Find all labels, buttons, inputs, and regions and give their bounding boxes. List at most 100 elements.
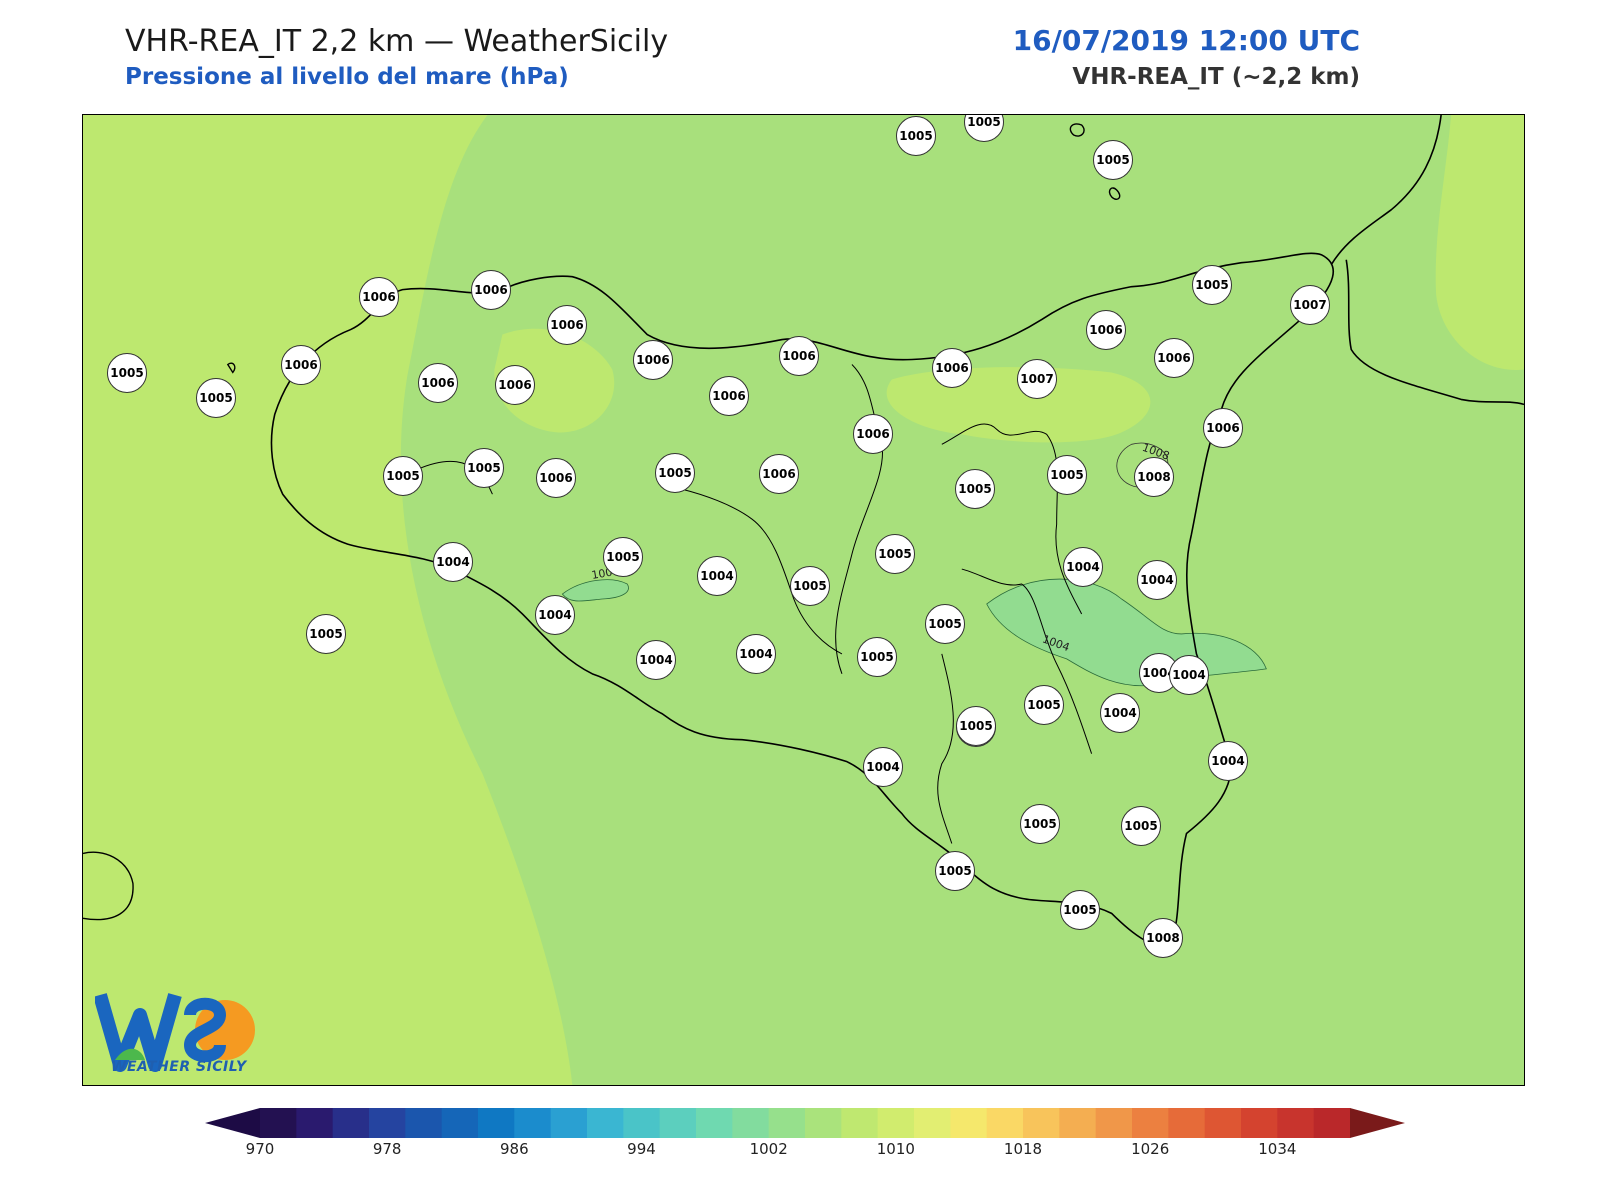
station-pressure-marker: 1006: [1203, 408, 1243, 448]
aegadian-island: [226, 362, 236, 374]
colorbar-tick-label: 1026: [1131, 1140, 1170, 1158]
colorbar-segment: [1132, 1108, 1169, 1138]
colorbar-segment: [1059, 1108, 1097, 1138]
colorbar-tick-label: 970: [245, 1140, 275, 1158]
station-pressure-marker: 1007: [1017, 359, 1057, 399]
station-pressure-marker: 1004: [1063, 547, 1103, 587]
pressure-region-low-west: [561, 579, 629, 602]
colorbar-segment: [405, 1108, 443, 1138]
colorbar-segment: [514, 1108, 552, 1138]
colorbar-segment: [1204, 1108, 1242, 1138]
station-pressure-marker: 1005: [1093, 140, 1133, 180]
weathersicily-logo-icon: [95, 993, 255, 1072]
aeolian-islands: [1069, 123, 1121, 200]
logo-text: WEATHER SICILY: [111, 1059, 247, 1075]
colorbar-segment: [732, 1108, 770, 1138]
colorbar-segment: [1168, 1108, 1206, 1138]
station-pressure-marker: 1004: [636, 640, 676, 680]
colorbar-segment: [914, 1108, 951, 1138]
pressure-region-high-west: [83, 115, 573, 1085]
colorbar-tick-label: 1018: [1003, 1140, 1043, 1158]
map-subtitle: Pressione al livello del mare (hPa): [125, 64, 569, 90]
station-pressure-marker: 1005: [955, 469, 995, 509]
station-pressure-marker: 1005: [857, 637, 897, 677]
station-pressure-marker: 1008: [1143, 918, 1183, 958]
station-pressure-marker: 1005: [1192, 265, 1232, 305]
station-pressure-marker: 1006: [281, 345, 321, 385]
station-pressure-marker: 1004: [863, 747, 903, 787]
station-pressure-marker: 1005: [383, 456, 423, 496]
station-pressure-marker: 1004: [433, 542, 473, 582]
station-pressure-marker: 1005: [1024, 685, 1064, 725]
colorbar-segment: [805, 1108, 842, 1138]
colorbar-segment: [623, 1108, 661, 1138]
station-pressure-marker: 1008: [1134, 457, 1174, 497]
forecast-datetime: 16/07/2019 12:00 UTC: [1012, 24, 1360, 57]
colorbar-tick-label: 1002: [749, 1140, 788, 1158]
station-pressure-marker: 1004: [736, 634, 776, 674]
colorbar-tick-label: 1010: [876, 1140, 915, 1158]
calabria-coastline: [1330, 115, 1524, 406]
colorbar-segment: [659, 1108, 697, 1138]
colorbar-tick-label: 1034: [1258, 1140, 1297, 1158]
colorbar-segment: [1313, 1108, 1351, 1138]
colorbar-segment: [1023, 1108, 1060, 1138]
pressure-map: 1008 1004 1004 WEATHER SICILY 1005 1005 1005…: [82, 114, 1525, 1086]
colorbar-segment: [296, 1108, 334, 1138]
colorbar-segment: [1277, 1108, 1315, 1138]
sicily-coastline: [270, 252, 1335, 947]
colorbar-segment: [768, 1108, 806, 1138]
station-pressure-marker: 1005: [1020, 804, 1060, 844]
province-borders: [417, 364, 1093, 844]
station-pressure-marker: 1006: [359, 277, 399, 317]
station-pressure-marker: 1006: [709, 376, 749, 416]
station-pressure-marker: 1006: [418, 363, 458, 403]
colorbar-segment: [260, 1108, 297, 1138]
station-pressure-marker: 1005: [196, 378, 236, 418]
station-pressure-marker: 1005: [1060, 890, 1100, 930]
station-pressure-marker: 1006: [536, 458, 576, 498]
colorbar-tick-label: 978: [372, 1140, 402, 1158]
model-label: VHR-REA_IT (~2,2 km): [1072, 64, 1360, 90]
station-pressure-marker: 1006: [495, 365, 535, 405]
colorbar-segment: [587, 1108, 624, 1138]
colorbar-segment: [696, 1108, 733, 1138]
station-pressure-marker: 1006: [471, 270, 511, 310]
station-pressure-marker: 1004: [1137, 560, 1177, 600]
station-pressure-marker: 1005: [896, 116, 936, 156]
station-pressure-marker: 1006: [633, 340, 673, 380]
pressure-region-high-nw: [494, 328, 615, 433]
station-pressure-marker: 1005: [925, 604, 965, 644]
colorbar-segment: [1241, 1108, 1278, 1138]
pressure-region-high-east: [1435, 115, 1524, 370]
station-pressure-marker: 1004: [535, 595, 575, 635]
station-pressure-marker: 1005: [603, 537, 643, 577]
station-pressure-marker: 1004: [697, 556, 737, 596]
station-pressure-marker: 1005: [956, 706, 996, 746]
colorbar: [205, 1108, 1405, 1138]
station-pressure-marker: 1005: [1121, 806, 1161, 846]
station-pressure-marker: 1005: [1047, 455, 1087, 495]
colorbar-under-extension: [205, 1108, 260, 1138]
station-pressure-marker: 1006: [779, 336, 819, 376]
map-canvas: 1008 1004 1004: [83, 115, 1524, 1085]
station-pressure-marker: 1006: [547, 305, 587, 345]
station-pressure-marker: 1005: [935, 851, 975, 891]
colorbar-over-extension: [1350, 1108, 1405, 1138]
station-pressure-marker: 1006: [1086, 310, 1126, 350]
station-pressure-marker: 1006: [759, 454, 799, 494]
colorbar-segment: [332, 1108, 370, 1138]
station-pressure-marker: 1005: [655, 453, 695, 493]
station-pressure-marker: 1005: [464, 448, 504, 488]
colorbar-segment: [986, 1108, 1024, 1138]
colorbar-segment: [841, 1108, 879, 1138]
station-pressure-marker: 1005: [107, 353, 147, 393]
colorbar-tick-label: 994: [627, 1140, 656, 1158]
colorbar-segment: [1095, 1108, 1133, 1138]
station-pressure-marker: 1006: [1154, 338, 1194, 378]
station-pressure-marker: 1005: [790, 566, 830, 606]
colorbar-segment: [441, 1108, 479, 1138]
station-pressure-marker: 1004: [1169, 655, 1209, 695]
station-pressure-marker: 1007: [1290, 285, 1330, 325]
station-pressure-marker: 1006: [853, 414, 893, 454]
